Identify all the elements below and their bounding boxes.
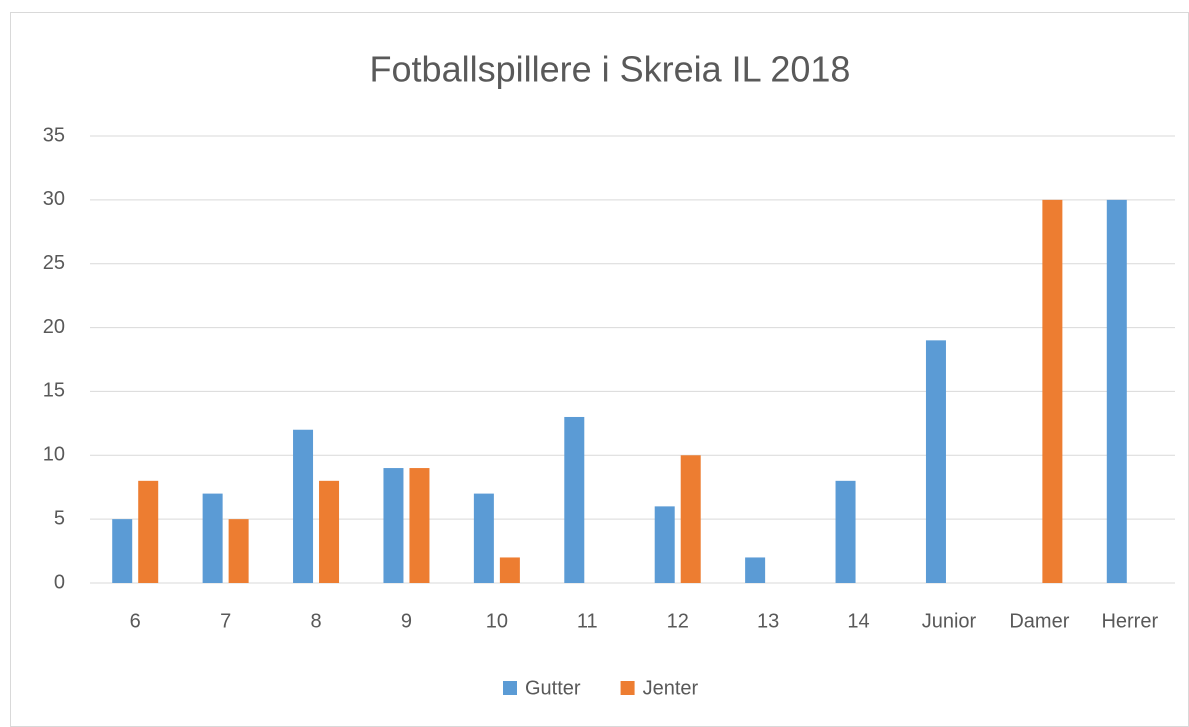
- x-tick-label: 8: [310, 610, 321, 632]
- bar: [319, 480, 340, 583]
- x-tick-label: 6: [130, 610, 141, 632]
- chart-frame: [10, 12, 1189, 727]
- x-tick-label: Herrer: [1101, 610, 1158, 632]
- y-tick-label: 35: [43, 124, 65, 146]
- y-tick-label: 0: [54, 571, 65, 593]
- bar: [925, 340, 946, 583]
- x-tick-label: Damer: [1009, 610, 1069, 632]
- bar: [409, 468, 430, 583]
- bar: [654, 506, 675, 583]
- bar: [680, 455, 701, 583]
- legend-label: Jenter: [643, 677, 699, 699]
- x-tick-label: 12: [667, 610, 689, 632]
- bar: [293, 429, 314, 583]
- legend-swatch: [620, 681, 635, 695]
- x-tick-label: 13: [757, 610, 779, 632]
- bar: [564, 416, 585, 583]
- y-tick-label: 15: [43, 380, 65, 402]
- bar: [1042, 199, 1063, 583]
- x-tick-label: 14: [847, 610, 869, 632]
- y-tick-label: 25: [43, 252, 65, 274]
- legend-label: Gutter: [525, 677, 581, 699]
- chart-title: Fotballspillere i Skreia IL 2018: [370, 49, 851, 90]
- x-tick-label: 10: [486, 610, 508, 632]
- y-tick-label: 10: [43, 444, 65, 466]
- y-tick-label: 20: [43, 316, 65, 338]
- bar: [138, 480, 159, 583]
- y-tick-label: 30: [43, 188, 65, 210]
- bar: [835, 480, 856, 583]
- bar: [745, 557, 766, 583]
- bar: [383, 468, 404, 583]
- bar: [112, 519, 133, 583]
- x-tick-label: 7: [220, 610, 231, 632]
- bar: [473, 493, 494, 583]
- y-tick-label: 5: [54, 507, 65, 529]
- x-tick-label: 11: [577, 610, 598, 632]
- x-tick-label: 9: [401, 610, 412, 632]
- x-tick-label: Junior: [922, 610, 977, 632]
- bar: [1106, 199, 1127, 583]
- bar: [228, 519, 249, 583]
- bar: [202, 493, 223, 583]
- legend-swatch: [503, 681, 517, 695]
- bar: [499, 557, 520, 583]
